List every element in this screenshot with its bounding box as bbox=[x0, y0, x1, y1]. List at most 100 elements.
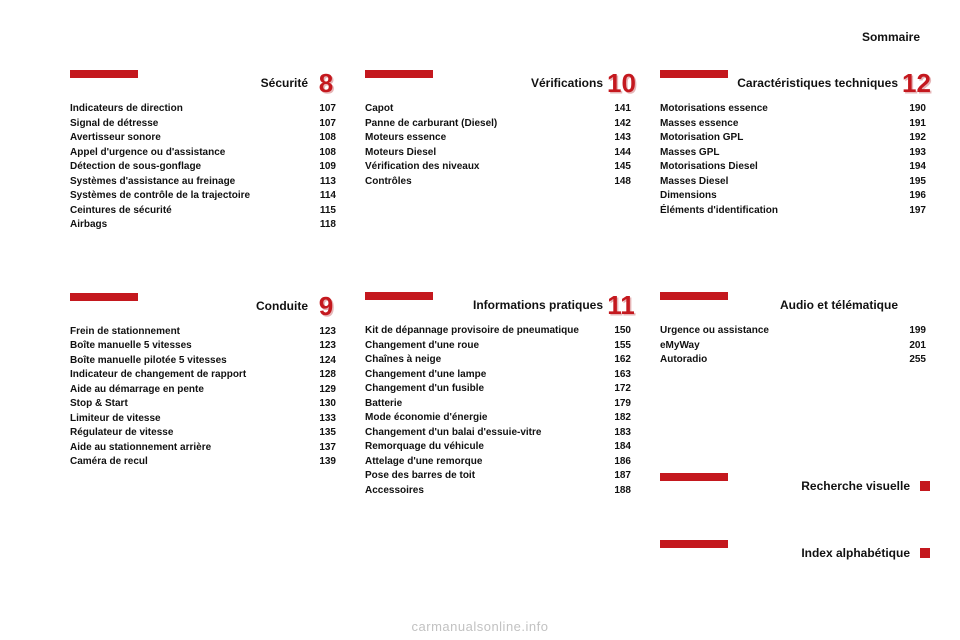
toc-label: Frein de stationnement bbox=[70, 325, 308, 340]
toc-entry[interactable]: Éléments d'identification197 bbox=[660, 204, 930, 219]
toc-entry[interactable]: Autoradio255 bbox=[660, 353, 930, 368]
toc-entry[interactable]: Chaînes à neige162 bbox=[365, 353, 635, 368]
toc-label: Boîte manuelle 5 vitesses bbox=[70, 339, 308, 354]
section-title: Sécurité bbox=[261, 76, 308, 90]
toc-entry[interactable]: Systèmes d'assistance au freinage113 bbox=[70, 175, 340, 190]
item-list: Frein de stationnement123Boîte manuelle … bbox=[70, 325, 340, 470]
toc-entry[interactable]: Ceintures de sécurité115 bbox=[70, 204, 340, 219]
toc-entry[interactable]: Caméra de recul139 bbox=[70, 455, 340, 470]
toc-entry[interactable]: Contrôles148 bbox=[365, 175, 635, 190]
section-securite: Sécurité8 Indicateurs de direction107Sign… bbox=[70, 70, 340, 233]
toc-page: 128 bbox=[308, 368, 336, 383]
toc-entry[interactable]: Frein de stationnement123 bbox=[70, 325, 340, 340]
toc-label: Motorisation GPL bbox=[660, 131, 898, 146]
toc-entry[interactable]: Signal de détresse107 bbox=[70, 117, 340, 132]
toc-entry[interactable]: Boîte manuelle pilotée 5 vitesses124 bbox=[70, 354, 340, 369]
section-audio: Audio et télématique Urgence ou assistanc… bbox=[660, 292, 930, 368]
toc-entry[interactable]: Dimensions196 bbox=[660, 189, 930, 204]
toc-page: 137 bbox=[308, 441, 336, 456]
toc-entry[interactable]: Moteurs Diesel144 bbox=[365, 146, 635, 161]
toc-page: 150 bbox=[603, 324, 631, 339]
toc-label: Masses essence bbox=[660, 117, 898, 132]
col-1: Sécurité8 Indicateurs de direction107Sign… bbox=[70, 70, 340, 572]
section-header: Sécurité8 bbox=[70, 70, 340, 96]
toc-page: 184 bbox=[603, 440, 631, 455]
toc-page: 130 bbox=[308, 397, 336, 412]
footer-watermark: carmanualsonline.info bbox=[0, 619, 960, 634]
toc-entry[interactable]: Capot141 bbox=[365, 102, 635, 117]
toc-label: Capot bbox=[365, 102, 603, 117]
toc-page: 186 bbox=[603, 455, 631, 470]
toc-label: Stop & Start bbox=[70, 397, 308, 412]
toc-entry[interactable]: Moteurs essence143 bbox=[365, 131, 635, 146]
toc-label: Changement d'une lampe bbox=[365, 368, 603, 383]
toc-entry[interactable]: Masses Diesel195 bbox=[660, 175, 930, 190]
section-number: 9 bbox=[312, 293, 340, 319]
toc-entry[interactable]: Changement d'un balai d'essuie-vitre183 bbox=[365, 426, 635, 441]
toc-entry[interactable]: Régulateur de vitesse135 bbox=[70, 426, 340, 441]
toc-label: Batterie bbox=[365, 397, 603, 412]
toc-entry[interactable]: Appel d'urgence ou d'assistance108 bbox=[70, 146, 340, 161]
toc-entry[interactable]: Motorisations essence190 bbox=[660, 102, 930, 117]
col-3: Caractéristiques techniques12Motorisatio… bbox=[660, 70, 930, 572]
section-title: Audio et télématique bbox=[780, 298, 898, 312]
toc-entry[interactable]: Limiteur de vitesse133 bbox=[70, 412, 340, 427]
toc-entry[interactable]: Indicateur de changement de rapport128 bbox=[70, 368, 340, 383]
toc-entry[interactable]: Pose des barres de toit187 bbox=[365, 469, 635, 484]
toc-label: Caméra de recul bbox=[70, 455, 308, 470]
toc-page: 255 bbox=[898, 353, 926, 368]
toc-entry[interactable]: Urgence ou assistance199 bbox=[660, 324, 930, 339]
toc-page: 190 bbox=[898, 102, 926, 117]
toc-label: Masses GPL bbox=[660, 146, 898, 161]
toc-page: 182 bbox=[603, 411, 631, 426]
toc-label: Autoradio bbox=[660, 353, 898, 368]
toc-page: 162 bbox=[603, 353, 631, 368]
accent-bar bbox=[365, 292, 433, 300]
section-conduite: Conduite9Frein de stationnement123Boîte … bbox=[70, 293, 340, 470]
toc-entry[interactable]: Remorquage du véhicule184 bbox=[365, 440, 635, 455]
toc-page: 133 bbox=[308, 412, 336, 427]
toc-entry[interactable]: Changement d'une lampe163 bbox=[365, 368, 635, 383]
toc-entry[interactable]: Boîte manuelle 5 vitesses123 bbox=[70, 339, 340, 354]
toc-entry[interactable]: Indicateurs de direction107 bbox=[70, 102, 340, 117]
toc-entry[interactable]: eMyWay201 bbox=[660, 339, 930, 354]
section-index: Index alphabétique bbox=[660, 540, 930, 566]
toc-entry[interactable]: Systèmes de contrôle de la trajectoire11… bbox=[70, 189, 340, 204]
section-informations: Informations pratiques11Kit de dépannage… bbox=[365, 292, 635, 498]
toc-entry[interactable]: Motorisation GPL192 bbox=[660, 131, 930, 146]
toc-page: 196 bbox=[898, 189, 926, 204]
toc-entry[interactable]: Aide au stationnement arrière137 bbox=[70, 441, 340, 456]
toc-entry[interactable]: Mode économie d'énergie182 bbox=[365, 411, 635, 426]
toc-entry[interactable]: Vérification des niveaux145 bbox=[365, 160, 635, 175]
toc-entry[interactable]: Masses GPL193 bbox=[660, 146, 930, 161]
toc-entry[interactable]: Motorisations Diesel194 bbox=[660, 160, 930, 175]
toc-entry[interactable]: Changement d'un fusible172 bbox=[365, 382, 635, 397]
toc-entry[interactable]: Accessoires188 bbox=[365, 484, 635, 499]
toc-entry[interactable]: Aide au démarrage en pente129 bbox=[70, 383, 340, 398]
toc-label: Avertisseur sonore bbox=[70, 131, 308, 146]
toc-label: Signal de détresse bbox=[70, 117, 308, 132]
toc-entry[interactable]: Batterie179 bbox=[365, 397, 635, 412]
section-caracteristiques: Caractéristiques techniques12Motorisatio… bbox=[660, 70, 930, 218]
section-header: Recherche visuelle bbox=[660, 473, 930, 499]
toc-label: Urgence ou assistance bbox=[660, 324, 898, 339]
toc-page: 114 bbox=[308, 189, 336, 204]
toc-entry[interactable]: Kit de dépannage provisoire de pneumatiq… bbox=[365, 324, 635, 339]
toc-page: 195 bbox=[898, 175, 926, 190]
toc-page: 194 bbox=[898, 160, 926, 175]
toc-entry[interactable]: Panne de carburant (Diesel)142 bbox=[365, 117, 635, 132]
toc-entry[interactable]: Masses essence191 bbox=[660, 117, 930, 132]
toc-entry[interactable]: Détection de sous-gonflage109 bbox=[70, 160, 340, 175]
section-number: 12 bbox=[902, 70, 930, 96]
toc-entry[interactable]: Stop & Start130 bbox=[70, 397, 340, 412]
toc-page: 108 bbox=[308, 146, 336, 161]
section-title: Recherche visuelle bbox=[801, 479, 910, 493]
toc-page: 144 bbox=[603, 146, 631, 161]
toc-entry[interactable]: Changement d'une roue155 bbox=[365, 339, 635, 354]
toc-entry[interactable]: Airbags118 bbox=[70, 218, 340, 233]
section-number: 11 bbox=[607, 292, 635, 318]
toc-label: eMyWay bbox=[660, 339, 898, 354]
toc-entry[interactable]: Avertisseur sonore108 bbox=[70, 131, 340, 146]
toc-label: Indicateurs de direction bbox=[70, 102, 308, 117]
toc-entry[interactable]: Attelage d'une remorque186 bbox=[365, 455, 635, 470]
